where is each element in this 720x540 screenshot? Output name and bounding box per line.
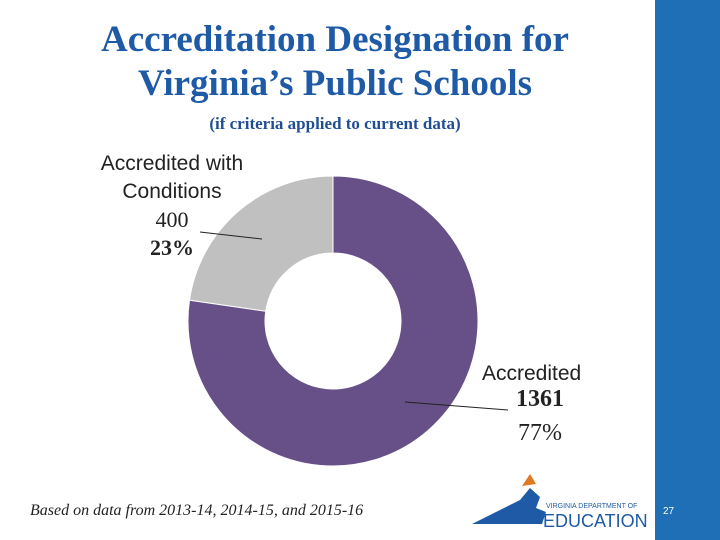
- percent-label: 77%: [518, 420, 562, 446]
- data-label: 1361 77%: [500, 382, 580, 450]
- logo-mark: [472, 474, 546, 524]
- chart: VIRGINIA DEPARTMENT OF EDUCATION: [187, 175, 648, 531]
- value-label: 400: [155, 207, 189, 232]
- data-label: Accredited with Conditions 400 23%: [82, 150, 262, 262]
- category-label: Accredited with Conditions: [100, 152, 244, 203]
- chart-subtitle: (if criteria applied to current data): [209, 114, 461, 133]
- category-label: Accredited: [482, 362, 582, 385]
- value-label: 1361: [516, 386, 564, 412]
- logo-line1: VIRGINIA DEPARTMENT OF: [546, 503, 637, 510]
- leader-line: [404, 401, 509, 411]
- chart-title: Accreditation Designation for Virginia’s…: [101, 19, 569, 104]
- percent-label: 23%: [150, 235, 194, 260]
- donut-slice: [188, 175, 334, 312]
- footnote: Based on data from 2013-14, 2014-15, and…: [30, 502, 364, 519]
- page-number: 27: [663, 506, 675, 517]
- side-bar: [655, 0, 720, 540]
- donut-slice: [187, 175, 479, 467]
- logo-line2: EDUCATION: [543, 511, 648, 531]
- leader-line: [199, 231, 263, 240]
